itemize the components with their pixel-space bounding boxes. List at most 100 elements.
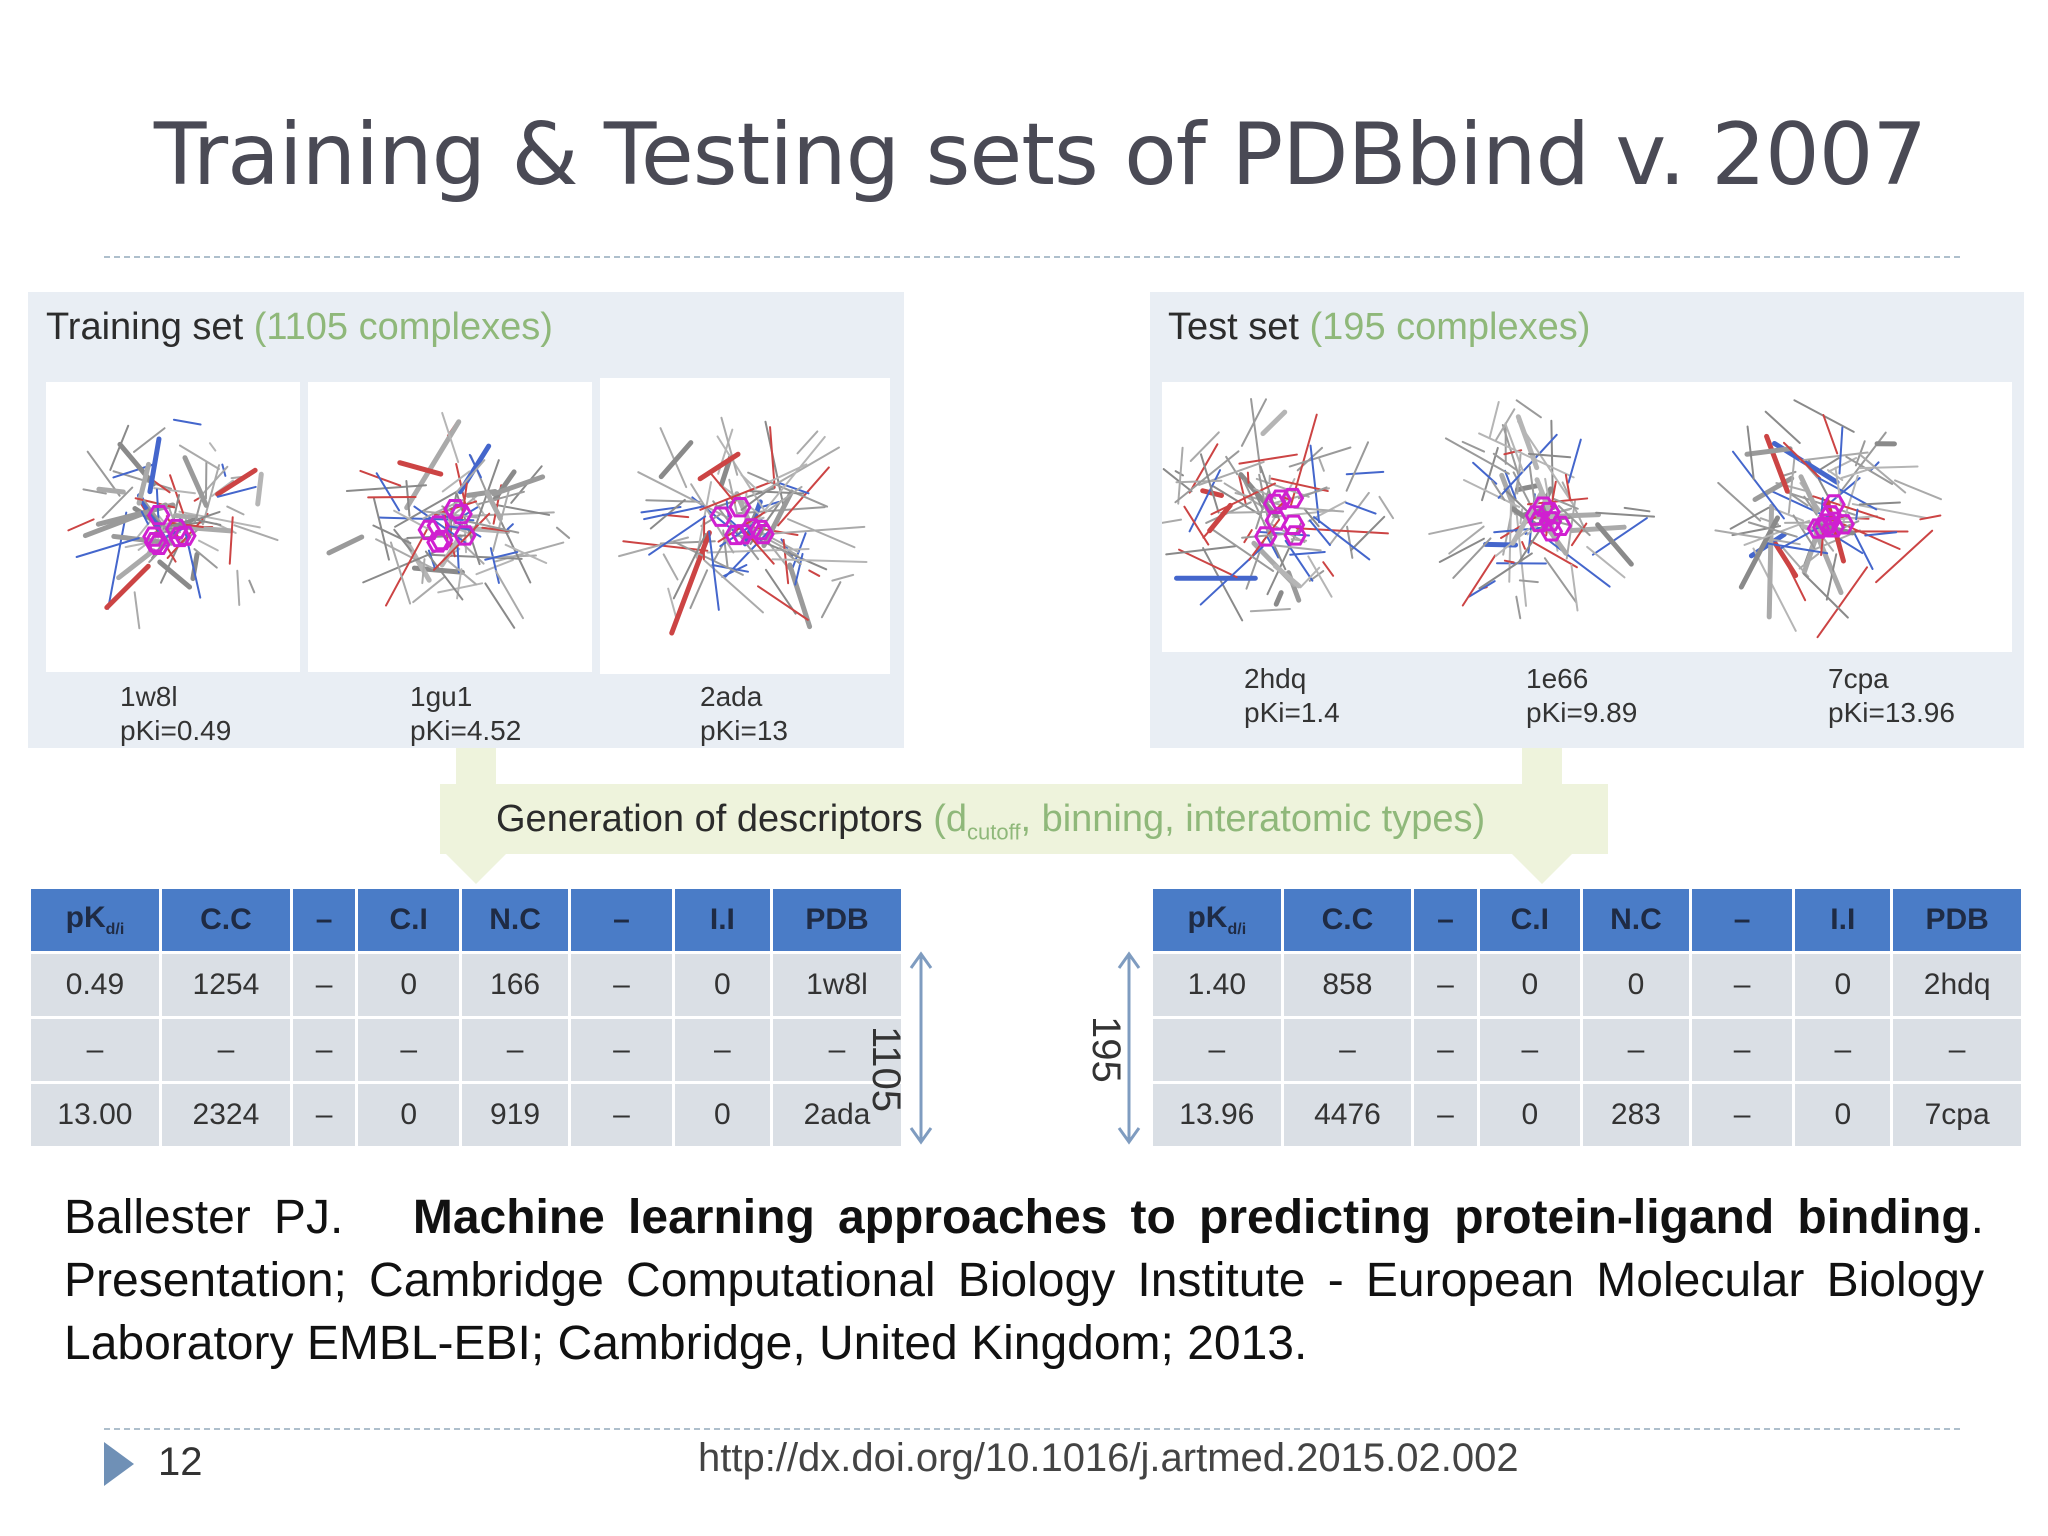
table-cell: –: [1150, 1016, 1284, 1084]
table-header-cell: C.C: [1280, 886, 1415, 954]
table-cell: –: [568, 951, 675, 1019]
table-cell: 1w8l: [769, 951, 905, 1019]
table-row: 13.96 4476–0 283–0 7cpa: [1150, 1081, 2024, 1149]
training-set-count: (1105 complexes): [253, 306, 553, 348]
table-row: – – – – – – – –: [28, 1016, 905, 1084]
table-row: – – – – – – – –: [1150, 1016, 2024, 1084]
table-cell: 2324: [158, 1081, 293, 1149]
table-cell: –: [671, 1016, 773, 1084]
table-header-cell: I.I: [1792, 886, 1894, 954]
table-cell: 4476: [1280, 1081, 1415, 1149]
molecule-caption: 1gu1 pKi=4.52: [410, 681, 522, 746]
table-header-cell: C.I: [1476, 886, 1584, 954]
table-cell: 0: [671, 951, 773, 1019]
table-header-cell: C.I: [355, 886, 462, 954]
descriptor-bar: [440, 784, 1608, 854]
table-header-cell: –: [289, 886, 359, 954]
table-cell: –: [289, 951, 359, 1019]
table-cell: 0.49: [28, 951, 162, 1019]
page-number: 12: [158, 1440, 203, 1484]
flow-arrow-left-head: [446, 854, 506, 884]
table-cell: 2hdq: [1890, 951, 2024, 1019]
triangle-bullet-icon: [104, 1442, 134, 1486]
molecule-image-strip-test: [1162, 382, 2012, 652]
table-cell: –: [355, 1016, 462, 1084]
table-cell: 0: [355, 1081, 462, 1149]
molecule-caption: 2ada pKi=13: [700, 681, 788, 746]
table-cell: 283: [1580, 1081, 1692, 1149]
title-divider: [104, 256, 1960, 258]
table-cell: –: [1792, 1016, 1894, 1084]
table-cell: 166: [458, 951, 572, 1019]
table-cell: –: [158, 1016, 293, 1084]
table-header-cell: –: [1688, 886, 1796, 954]
table-cell: –: [1411, 1016, 1480, 1084]
table-cell: 13.00: [28, 1081, 162, 1149]
molecule-caption: 1w8l pKi=0.49: [120, 681, 232, 746]
test-set-panel: Test set (195 complexes) 2hdq pKi=1.4 1e6…: [1150, 292, 2024, 748]
molecule-image-1w8l: [46, 382, 300, 672]
table-cell: –: [1688, 1016, 1796, 1084]
table-cell: 0: [355, 951, 462, 1019]
table-row: 0.49 1254–0 166–0 1w8l: [28, 951, 905, 1019]
table-cell: –: [1688, 951, 1796, 1019]
table-cell: 1254: [158, 951, 293, 1019]
table-header-cell: –: [1411, 886, 1480, 954]
table-cell: 13.96: [1150, 1081, 1284, 1149]
flow-arrow-right-top: [1522, 748, 1562, 788]
table-cell: 0: [1792, 1081, 1894, 1149]
reference-citation: Ballester PJ. Machine learning approache…: [64, 1186, 1984, 1375]
slide-title: Training & Testing sets of PDBbind v. 20…: [153, 105, 1927, 205]
table-cell: –: [289, 1016, 359, 1084]
training-descriptor-table: pKd/i C.C – C.I N.C – I.I PDB 0.49 1254–0 166–0 1w…: [28, 886, 905, 1149]
training-set-panel: Training set (1105 complexes) 1w8l pKi=0.…: [28, 292, 904, 748]
table-cell: 858: [1280, 951, 1415, 1019]
training-size-arrow: [909, 951, 933, 1145]
table-cell: –: [1411, 951, 1480, 1019]
training-set-label: Training set: [46, 306, 244, 348]
table-cell: –: [769, 1016, 905, 1084]
table-cell: –: [289, 1081, 359, 1149]
table-cell: –: [458, 1016, 572, 1084]
training-size-label: 1105: [864, 1026, 908, 1113]
table-cell: –: [1890, 1016, 2024, 1084]
reference-details: . Presentation; Cambridge Computational …: [64, 1191, 1984, 1370]
table-header-cell: –: [568, 886, 675, 954]
reference-author: Ballester PJ.: [64, 1191, 344, 1244]
test-descriptor-table: pKd/i C.C – C.I N.C – I.I PDB 1.40 858–0 0–0 2hdq –…: [1150, 886, 2024, 1149]
table-cell: –: [1411, 1081, 1480, 1149]
table-cell: 919: [458, 1081, 572, 1149]
table-cell: –: [28, 1016, 162, 1084]
table-header-cell: C.C: [158, 886, 293, 954]
table-cell: –: [1580, 1016, 1692, 1084]
table-header-cell: PDB: [1890, 886, 2024, 954]
table-header-cell: pKd/i: [28, 886, 162, 954]
table-cell: 0: [1476, 1081, 1584, 1149]
test-size-label: 195: [1084, 1016, 1128, 1083]
table-cell: –: [1280, 1016, 1415, 1084]
table-header-cell: N.C: [1580, 886, 1692, 954]
table-header-cell: pKd/i: [1150, 886, 1284, 954]
doi-link[interactable]: http://dx.doi.org/10.1016/j.artmed.2015.…: [698, 1436, 1519, 1480]
table-cell: 0: [1580, 951, 1692, 1019]
reference-title: Machine learning approaches to predictin…: [412, 1191, 1971, 1244]
footer-divider: [104, 1428, 1960, 1430]
training-set-title: Training set (1105 complexes): [46, 306, 553, 349]
table-cell: 0: [1792, 951, 1894, 1019]
table-row: 13.00 2324–0 919–0 2ada: [28, 1081, 905, 1149]
table-cell: –: [568, 1081, 675, 1149]
molecule-image-1gu1: [308, 382, 592, 672]
table-cell: 2ada: [769, 1081, 905, 1149]
test-set-count: (195 complexes): [1309, 306, 1591, 348]
table-row: 1.40 858–0 0–0 2hdq: [1150, 951, 2024, 1019]
table-header-cell: PDB: [769, 886, 905, 954]
table-cell: –: [568, 1016, 675, 1084]
test-set-label: Test set: [1168, 306, 1299, 348]
molecule-caption: 1e66 pKi=9.89: [1526, 663, 1638, 728]
molecule-image-2ada: [600, 378, 890, 674]
molecule-caption: 2hdq pKi=1.4: [1244, 663, 1340, 728]
table-header-cell: I.I: [671, 886, 773, 954]
table-cell: 0: [1476, 951, 1584, 1019]
table-cell: 7cpa: [1890, 1081, 2024, 1149]
flow-arrow-right-head: [1512, 854, 1572, 884]
